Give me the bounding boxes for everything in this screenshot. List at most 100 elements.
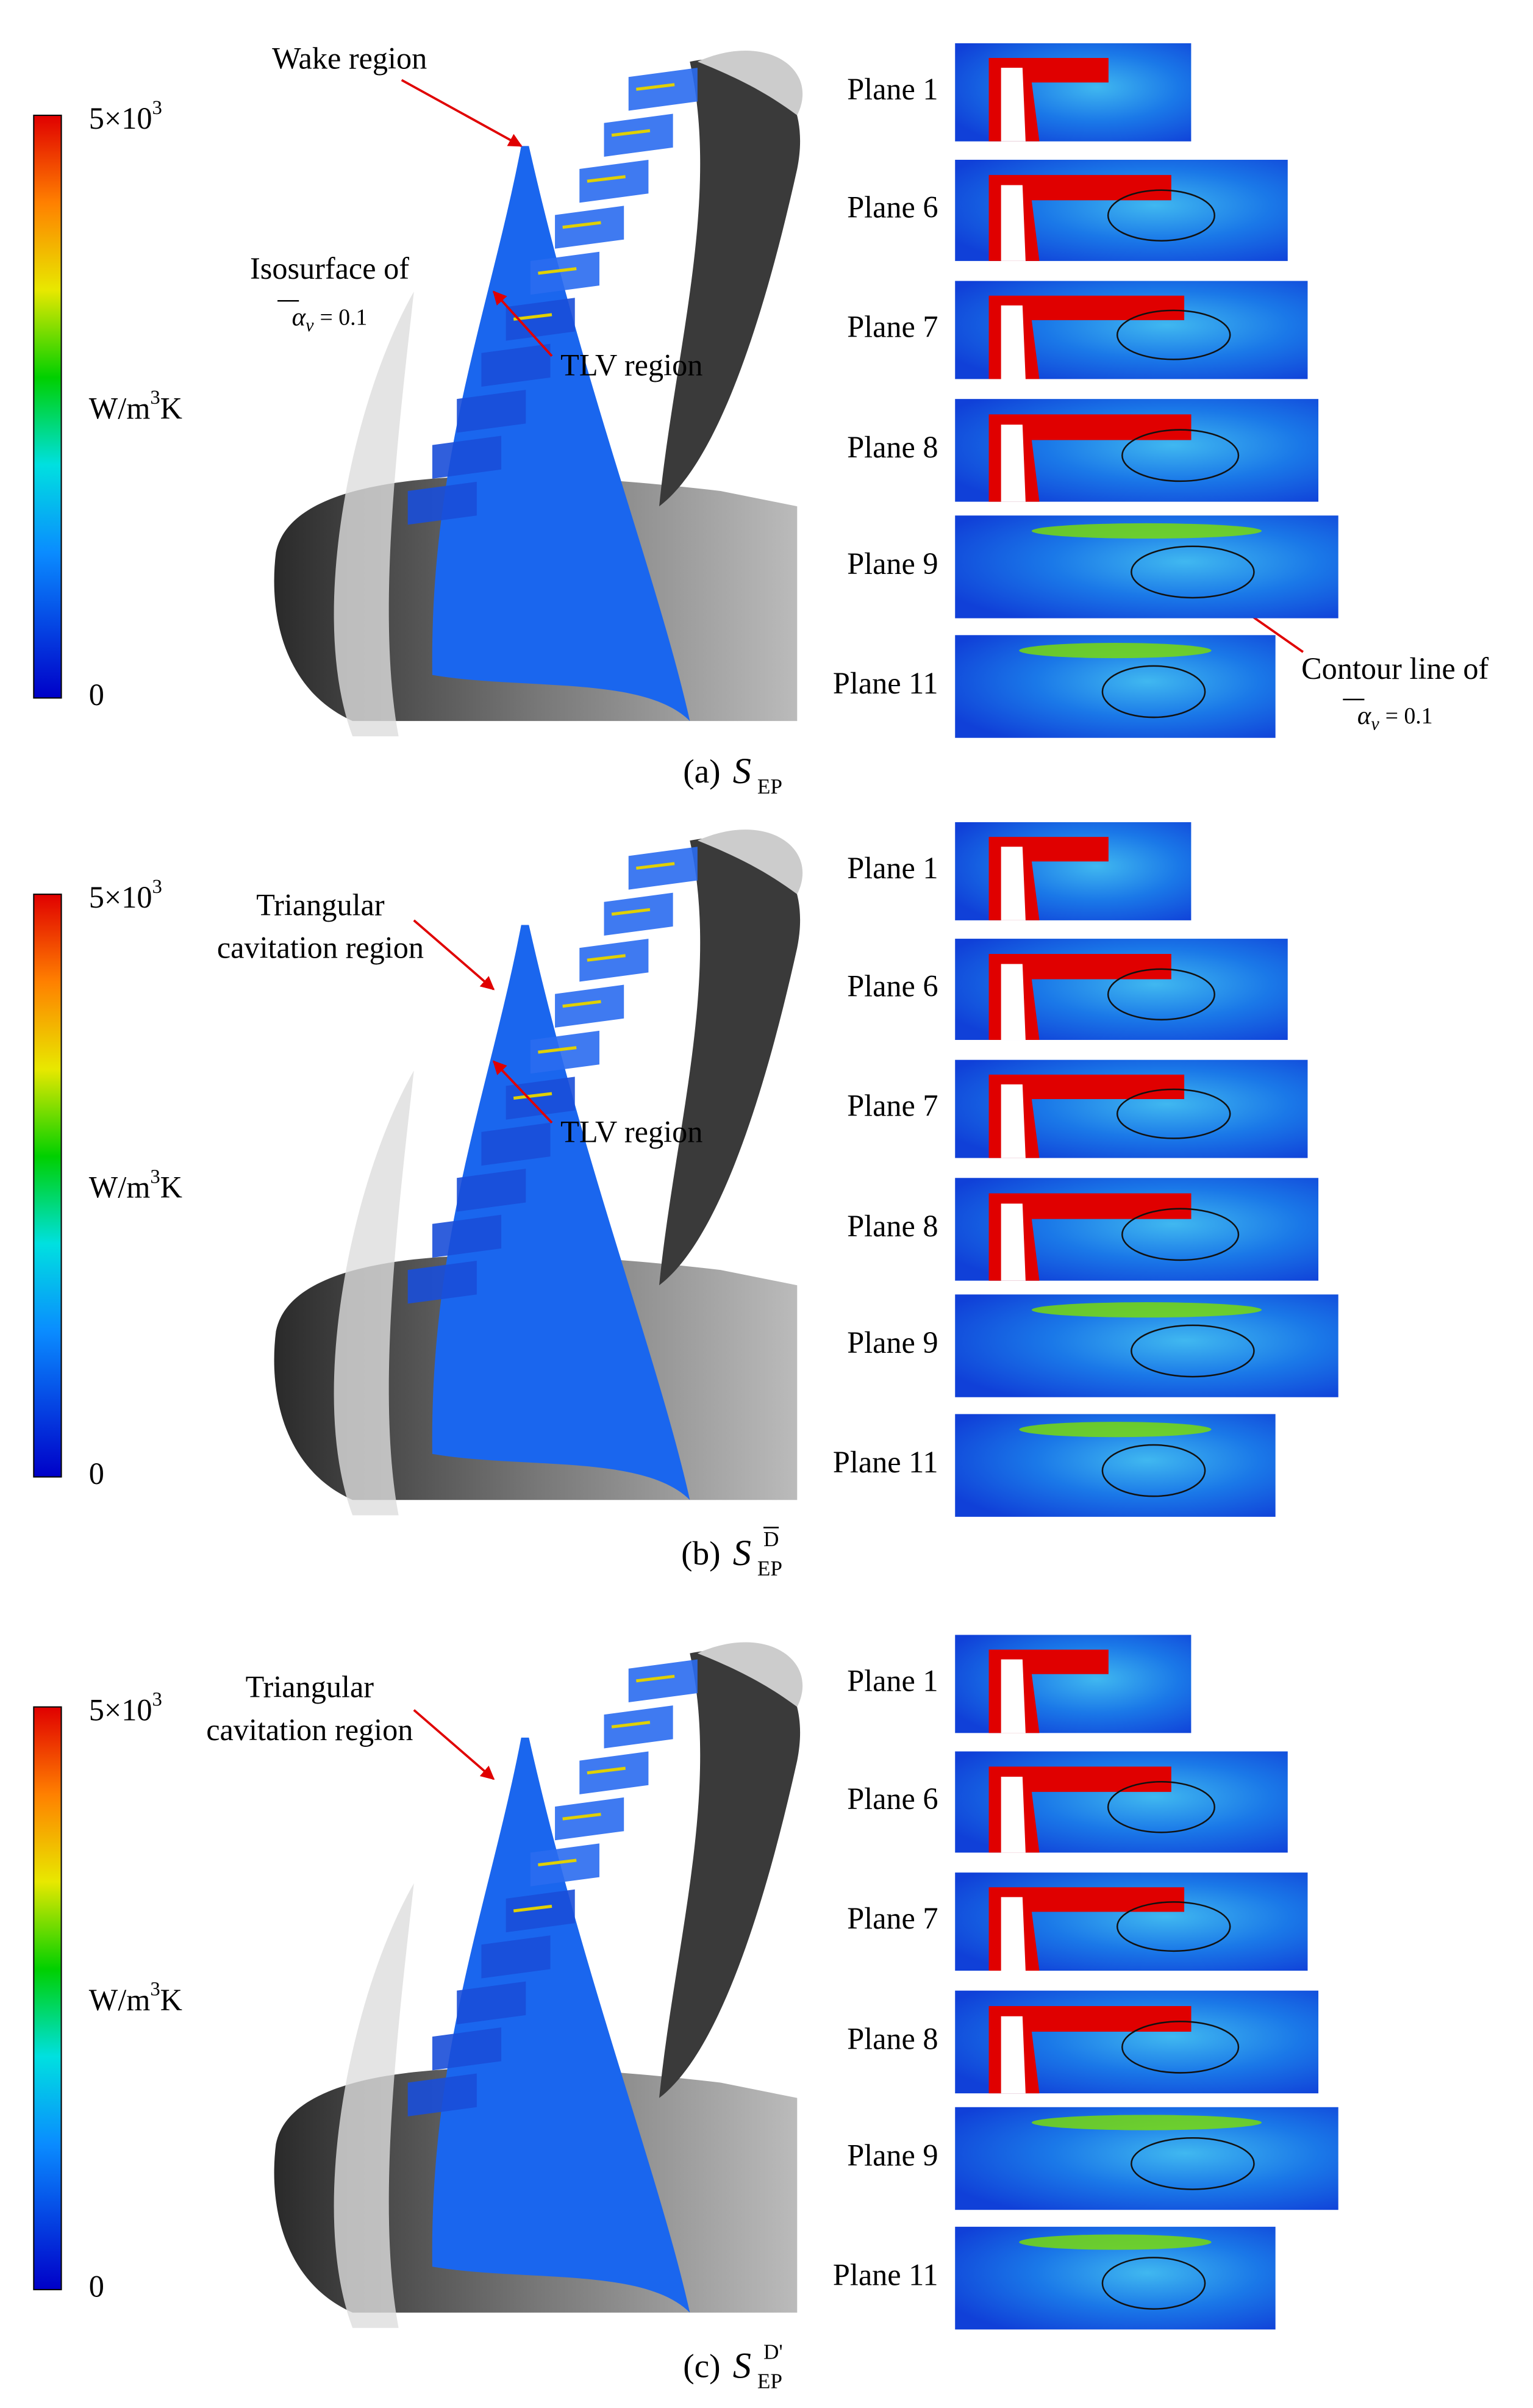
annotation: Contour line of: [1301, 651, 1488, 686]
caption-sub: EP: [757, 2369, 782, 2393]
slice: [530, 1843, 599, 1887]
plane-label: Plane 8: [847, 2021, 938, 2055]
formula-symbol: α: [292, 303, 307, 331]
slice-hot: [513, 313, 552, 321]
plane-label: Plane 9: [847, 546, 938, 581]
slice: [506, 1077, 575, 1120]
plane-contour: [1107, 1781, 1215, 1833]
colorbar-max: 5×103: [89, 97, 162, 135]
plane-contour: [1121, 2020, 1240, 2074]
annotation: TLV region: [560, 348, 702, 382]
slice-hot: [562, 1813, 601, 1821]
plane-contour: [1116, 1901, 1231, 1952]
slice-hot: [562, 1000, 601, 1008]
plane-hot: [1031, 2115, 1262, 2130]
plane-contour: [1116, 1088, 1231, 1139]
blade-transparent: [334, 1883, 414, 2328]
plane-contour: [1101, 2257, 1206, 2310]
plane-contour: [1121, 1208, 1240, 1261]
slice: [457, 1981, 526, 2024]
colorbar-unit-tail: K: [160, 1170, 182, 1204]
annotation: Triangular: [246, 1669, 374, 1704]
colorbar-unit-base: W/m: [89, 1170, 151, 1204]
annotation-arrow: [492, 1060, 553, 1124]
colorbar-unit-exp: 3: [150, 387, 160, 409]
annotation: TLV region: [560, 1114, 702, 1148]
plane-blade-core: [1001, 1203, 1026, 1281]
annotation: Isosurface of: [250, 251, 409, 285]
colorbar-max-base: 5×10: [89, 1693, 152, 1727]
slice: [481, 343, 551, 387]
plane-label: Plane 1: [847, 1663, 938, 1697]
slice: [579, 939, 649, 982]
slice-hot: [513, 1904, 552, 1913]
plane-contour: [1107, 189, 1215, 242]
formula-symbol: α: [1357, 701, 1372, 730]
slice-hot: [538, 1046, 577, 1054]
colorbar: [33, 1706, 62, 2290]
slice-hot: [611, 129, 651, 137]
slice: [604, 113, 673, 157]
plane-contour: [1131, 1324, 1255, 1378]
colorbar-unit: W/m3K: [89, 387, 182, 425]
slice-hot: [636, 862, 675, 870]
slice-hot: [611, 1721, 651, 1729]
plane-label: Plane 1: [847, 72, 938, 106]
formula-sub: v: [306, 315, 314, 335]
plane-label: Plane 1: [847, 851, 938, 885]
colorbar-max-base: 5×10: [89, 880, 152, 914]
annotation-arrow: [492, 290, 553, 357]
slice: [628, 68, 698, 111]
slice: [457, 390, 526, 433]
plane-blade-core: [1001, 425, 1026, 502]
caption-sub: EP: [757, 775, 782, 798]
colorbar-max: 5×103: [89, 876, 162, 914]
plane-blade-core: [1001, 68, 1026, 142]
blade-light: [697, 830, 803, 895]
slice-hot: [587, 175, 626, 183]
blade-dark: [659, 1650, 801, 2098]
plane-hot: [1019, 2234, 1212, 2250]
blade-light: [697, 1642, 803, 1707]
plane-contour: [1121, 429, 1240, 482]
slice-hot: [513, 1092, 552, 1100]
slice: [555, 206, 624, 249]
plane-contour: [1131, 545, 1255, 599]
slice: [481, 1935, 551, 1979]
colorbar-unit-exp: 3: [150, 1166, 160, 1188]
plane-blade-core: [1001, 964, 1026, 1041]
slice-hot: [538, 1858, 577, 1867]
plane-blade-core: [1001, 1084, 1026, 1158]
annotation-arrow: [413, 919, 495, 991]
colorbar-max: 5×103: [89, 1688, 162, 1727]
plane-label: Plane 6: [847, 190, 938, 224]
caption-label: (b): [681, 1535, 720, 1572]
slice: [604, 892, 673, 936]
plane-label: Plane 6: [847, 1782, 938, 1816]
caption-sup: D': [763, 2340, 783, 2364]
formula: αv = 0.1: [292, 303, 368, 335]
plane-blade-core: [1001, 305, 1026, 379]
plane-contour: [1101, 1444, 1206, 1497]
plane-label: Plane 9: [847, 2138, 938, 2172]
blade-transparent: [334, 1070, 414, 1516]
colorbar-unit-base: W/m: [89, 391, 151, 425]
plane-label: Plane 6: [847, 969, 938, 1003]
annotation: Wake region: [272, 41, 427, 76]
blade-light: [697, 51, 803, 116]
colorbar-min: 0: [89, 2269, 104, 2303]
slice: [506, 1889, 575, 1933]
plane-label: Plane 7: [847, 1901, 938, 1935]
plane-blade-core: [1001, 185, 1026, 261]
plane-blade-core: [1001, 1897, 1026, 1971]
colorbar-unit-tail: K: [160, 391, 182, 425]
colorbar-min: 0: [89, 1457, 104, 1491]
caption-symbol: S: [733, 2345, 751, 2386]
colorbar: [33, 894, 62, 1478]
plane-label: Plane 11: [833, 2258, 938, 2292]
formula: αv = 0.1: [1357, 701, 1433, 734]
